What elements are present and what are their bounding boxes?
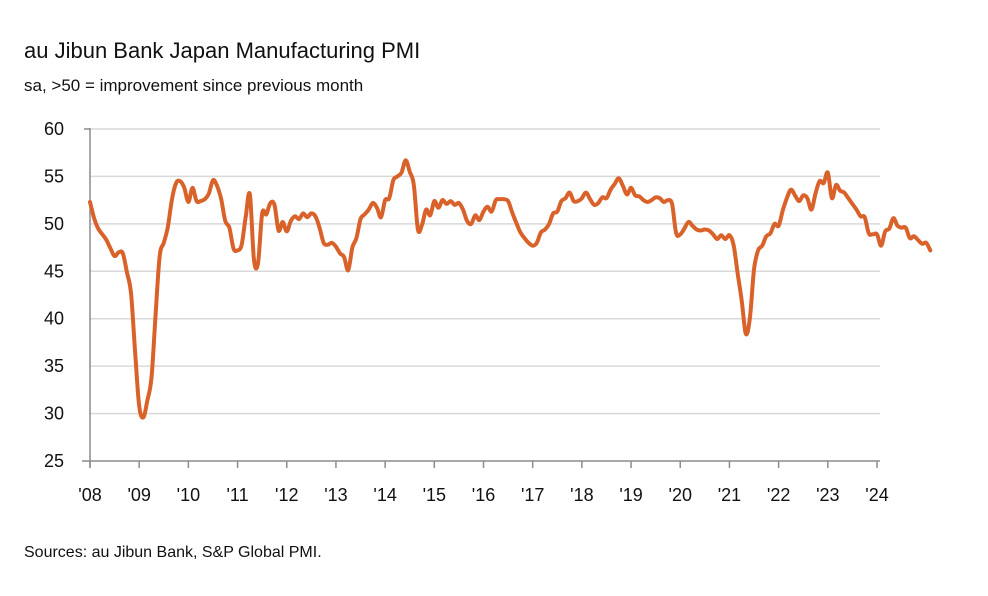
x-tick-label: '10 bbox=[177, 485, 200, 505]
x-tick-label: '11 bbox=[227, 485, 249, 505]
y-tick-label: 55 bbox=[44, 166, 64, 186]
x-tick-label: '21 bbox=[718, 485, 741, 505]
y-tick-label: 45 bbox=[44, 261, 64, 281]
series-line-manufacturing-pmi bbox=[88, 158, 933, 420]
x-tick-label: '15 bbox=[423, 485, 446, 505]
x-tick-label: '09 bbox=[127, 485, 150, 505]
x-tick-label: '16 bbox=[472, 485, 495, 505]
chart-subtitle: sa, >50 = improvement since previous mon… bbox=[24, 76, 364, 95]
series-group bbox=[88, 158, 933, 420]
x-tick-label: '17 bbox=[521, 485, 544, 505]
y-tick-label: 60 bbox=[44, 119, 64, 139]
y-tick-label: 40 bbox=[44, 309, 64, 329]
y-tick-label: 25 bbox=[44, 451, 64, 471]
x-tick-label: '24 bbox=[865, 485, 888, 505]
x-tick-label: '12 bbox=[275, 485, 298, 505]
x-tick-label: '20 bbox=[669, 485, 692, 505]
x-tick-label: '13 bbox=[324, 485, 347, 505]
gridlines bbox=[90, 128, 880, 415]
x-tick-label: '18 bbox=[570, 485, 593, 505]
x-tick-label: '08 bbox=[78, 485, 101, 505]
x-axis-tick-labels: '08 '09 '10 '11 '12 '13 '14 '15 '16 '17 '18 '19 '20 '… bbox=[78, 485, 888, 505]
chart-title: au Jibun Bank Japan Manufacturing PMI bbox=[24, 38, 421, 63]
x-tick-label: '22 bbox=[767, 485, 790, 505]
x-tick-label: '19 bbox=[619, 485, 642, 505]
y-tick-label: 50 bbox=[44, 214, 64, 234]
y-tick-label: 35 bbox=[44, 356, 64, 376]
y-axis-tick-labels: 60 55 50 45 40 35 30 25 bbox=[44, 119, 64, 471]
x-tick-label: '14 bbox=[373, 485, 396, 505]
x-tick-label: '23 bbox=[816, 485, 839, 505]
axes bbox=[82, 128, 880, 468]
y-tick-label: 30 bbox=[44, 404, 64, 424]
chart-source-note: Sources: au Jibun Bank, S&P Global PMI. bbox=[24, 544, 322, 561]
